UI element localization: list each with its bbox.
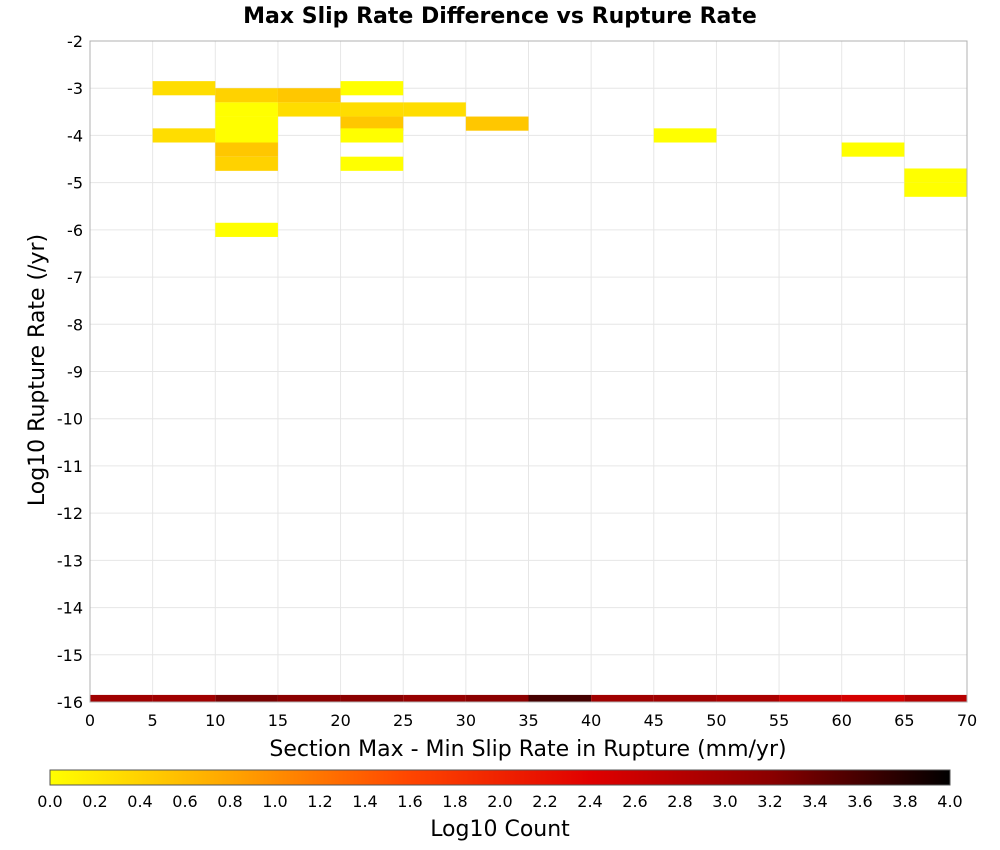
y-tick-label: -10 <box>57 410 83 429</box>
heatmap-cell <box>904 182 967 197</box>
x-tick-label: 5 <box>148 711 158 730</box>
x-tick-label: 65 <box>894 711 914 730</box>
y-tick-label: -16 <box>57 693 83 712</box>
x-tick-label: 50 <box>706 711 726 730</box>
x-tick-label: 15 <box>268 711 288 730</box>
colorbar-tick-label: 1.4 <box>352 792 377 811</box>
colorbar-tick-label: 1.0 <box>262 792 287 811</box>
colorbar-tick-label: 2.4 <box>577 792 602 811</box>
heatmap-cell <box>653 694 717 702</box>
plot-frame <box>89 40 968 703</box>
heatmap-cell <box>340 128 404 143</box>
heatmap-cells <box>90 81 967 702</box>
colorbar-tick-label: 3.0 <box>712 792 737 811</box>
heatmap-cell <box>716 694 780 702</box>
x-tick-label: 0 <box>85 711 95 730</box>
heatmap-cell <box>340 694 404 702</box>
colorbar-tick-label: 2.8 <box>667 792 692 811</box>
colorbar-tick-label: 4.0 <box>937 792 962 811</box>
colorbar-tick-label: 3.6 <box>847 792 872 811</box>
colorbar-tick-label: 2.6 <box>622 792 647 811</box>
x-tick-label: 35 <box>518 711 538 730</box>
heatmap-cell <box>277 88 341 103</box>
y-tick-label: -7 <box>67 268 83 287</box>
y-tick-label: -6 <box>67 221 83 240</box>
colorbar-tick-label: 1.2 <box>307 792 332 811</box>
colorbar-tick-label: 1.8 <box>442 792 467 811</box>
x-tick-label: 25 <box>393 711 413 730</box>
heatmap-cell <box>904 168 967 183</box>
y-tick-label: -4 <box>67 126 83 145</box>
grid-lines <box>89 40 968 703</box>
x-tick-label: 20 <box>330 711 350 730</box>
colorbar-tick-label: 2.2 <box>532 792 557 811</box>
heatmap-cell <box>528 694 592 702</box>
y-tick-label: -8 <box>67 315 83 334</box>
y-tick-label: -14 <box>57 599 83 618</box>
heatmap-cell <box>215 156 278 171</box>
heatmap-cell <box>340 102 404 117</box>
x-axis-label: Section Max - Min Slip Rate in Rupture (… <box>269 737 786 762</box>
y-tick-label: -3 <box>67 79 83 98</box>
heatmap-cell <box>215 128 278 143</box>
heatmap-cell <box>215 222 278 237</box>
y-axis-ticks: -2 -3 -4 -5 -6 -7 -8 -9 -10 -11 -12 -13 -14 -15 -16 <box>57 32 83 712</box>
y-tick-label: -2 <box>67 32 83 51</box>
heatmap-cell <box>215 102 278 117</box>
heatmap-cell <box>90 694 153 702</box>
heatmap-cell <box>152 81 216 96</box>
heatmap-cell <box>465 694 529 702</box>
heatmap-cell <box>841 142 905 157</box>
colorbar-tick-label: 3.8 <box>892 792 917 811</box>
heatmap-cell <box>403 102 466 117</box>
colorbar-tick-label: 3.4 <box>802 792 827 811</box>
heatmap-cell <box>215 142 278 157</box>
colorbar-ticks: 0.0 0.2 0.4 0.6 0.8 1.0 1.2 1.4 1.6 1.8 2.0 2.2 2.4 2… <box>37 792 962 811</box>
heatmap-cell <box>215 694 278 702</box>
colorbar-tick-label: 0.8 <box>217 792 242 811</box>
colorbar-tick-label: 1.6 <box>397 792 422 811</box>
heatmap-cell <box>152 128 216 143</box>
x-tick-label: 10 <box>205 711 225 730</box>
y-tick-label: -15 <box>57 646 83 665</box>
x-tick-label: 30 <box>456 711 476 730</box>
y-tick-label: -13 <box>57 551 83 570</box>
heatmap-cell <box>340 81 404 96</box>
heatmap-cell <box>591 694 654 702</box>
chart-title: Max Slip Rate Difference vs Rupture Rate <box>243 4 757 29</box>
colorbar <box>49 769 951 786</box>
colorbar-tick-label: 0.2 <box>82 792 107 811</box>
y-tick-label: -5 <box>67 174 83 193</box>
x-tick-label: 55 <box>769 711 789 730</box>
colorbar-tick-label: 0.4 <box>127 792 152 811</box>
heatmap-cell <box>340 116 404 131</box>
heatmap-cell <box>779 694 842 702</box>
heatmap-cell <box>904 694 967 702</box>
heatmap-cell <box>403 694 466 702</box>
heatmap-cell <box>215 88 278 103</box>
y-tick-label: -9 <box>67 363 83 382</box>
x-tick-label: 60 <box>832 711 852 730</box>
y-tick-label: -11 <box>57 457 83 476</box>
x-tick-label: 45 <box>644 711 664 730</box>
heatmap-cell <box>841 694 905 702</box>
heatmap-cell <box>277 102 341 117</box>
x-tick-label: 40 <box>581 711 601 730</box>
heatmap-cell <box>215 116 278 131</box>
x-tick-label: 70 <box>957 711 977 730</box>
x-axis-ticks: 0 5 10 15 20 25 30 35 40 45 50 55 60 65 70 <box>85 711 977 730</box>
y-tick-label: -12 <box>57 504 83 523</box>
y-axis-label: Log10 Rupture Rate (/yr) <box>25 234 50 506</box>
heatmap-cell <box>465 116 529 131</box>
heatmap-cell <box>277 694 341 702</box>
colorbar-tick-label: 3.2 <box>757 792 782 811</box>
heatmap-cell <box>340 156 404 171</box>
colorbar-tick-label: 0.6 <box>172 792 197 811</box>
colorbar-label: Log10 Count <box>430 817 570 842</box>
colorbar-tick-label: 0.0 <box>37 792 62 811</box>
heatmap-cell <box>653 128 717 143</box>
heatmap-cell <box>152 694 216 702</box>
colorbar-tick-label: 2.0 <box>487 792 512 811</box>
